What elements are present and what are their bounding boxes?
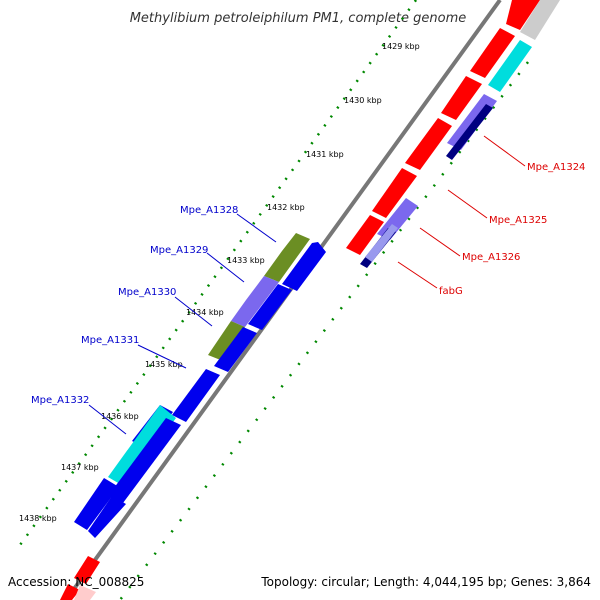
forward-strand-features — [74, 233, 326, 538]
scale-ticks: 1429 kbp 1430 kbp 1431 kbp 1432 kbp 1433… — [19, 42, 420, 523]
gene-label-mpe-a1326[interactable]: Mpe_A1326 — [462, 252, 520, 263]
cds-a-8[interactable] — [88, 496, 126, 538]
map-title: Methylibium petroleiphilum PM1, complete… — [130, 11, 467, 26]
scale-tick-label: 1429 kbp — [382, 42, 420, 51]
cds-r-2[interactable] — [470, 28, 515, 78]
gene-label-mpe-a1332[interactable]: Mpe_A1332 — [31, 395, 89, 406]
cds-a-1[interactable] — [282, 242, 326, 291]
gene-label-mpe-a1328[interactable]: Mpe_A1328 — [180, 205, 238, 216]
leader-line — [206, 252, 245, 283]
cds-r-1[interactable] — [506, 0, 540, 30]
left-gene-labels: Mpe_A1328 Mpe_A1329 Mpe_A1330 Mpe_A1331 … — [31, 205, 277, 435]
cds-grey-2[interactable] — [74, 585, 96, 600]
scale-tick-label: 1438 kbp — [19, 514, 57, 523]
cds-mpe-a1330[interactable] — [208, 321, 245, 361]
cds-navy-1[interactable] — [446, 104, 493, 160]
cds-mpe-a1332[interactable] — [108, 405, 176, 487]
accession-text: Accession: NC_008825 — [8, 575, 144, 589]
cds-r-6[interactable] — [346, 215, 384, 255]
leader-line — [174, 296, 213, 327]
leader-line — [483, 135, 526, 167]
gene-label-mpe-a1330[interactable]: Mpe_A1330 — [118, 287, 176, 298]
scale-tick-label: 1435 kbp — [145, 360, 183, 369]
reverse-strand-features — [60, 0, 560, 600]
cds-grey-1[interactable] — [520, 0, 560, 40]
scale-tick-label: 1433 kbp — [227, 256, 265, 265]
right-gene-labels: Mpe_A1324 Mpe_A1325 Mpe_A1326 fabG — [397, 135, 585, 297]
gc-track-outer — [18, 0, 418, 546]
cds-fabg-shadow — [365, 224, 398, 262]
genome-summary-text: Topology: circular; Length: 4,044,195 bp… — [260, 575, 591, 589]
scale-tick-label: 1437 kbp — [61, 463, 99, 472]
cds-r-5[interactable] — [372, 168, 417, 218]
cds-r-3[interactable] — [441, 76, 482, 120]
cds-cyan-1[interactable] — [488, 40, 532, 92]
cds-a-2[interactable] — [248, 284, 292, 330]
scale-tick-label: 1436 kbp — [101, 412, 139, 421]
cds-mpe-a1329[interactable] — [231, 276, 279, 327]
cds-a-4[interactable] — [172, 369, 220, 422]
cds-a-6[interactable] — [108, 418, 181, 503]
cds-a-3[interactable] — [214, 327, 257, 372]
cds-r-7[interactable] — [74, 556, 100, 584]
leader-line — [419, 227, 461, 257]
scale-tick-label: 1434 kbp — [186, 308, 224, 317]
gene-label-mpe-a1324[interactable]: Mpe_A1324 — [527, 162, 585, 173]
gene-label-fabg[interactable]: fabG — [439, 286, 463, 297]
scale-tick-label: 1431 kbp — [306, 150, 344, 159]
leader-line — [236, 213, 277, 243]
cds-a-7[interactable] — [74, 478, 119, 530]
cds-r-4[interactable] — [405, 118, 452, 170]
gene-label-mpe-a1329[interactable]: Mpe_A1329 — [150, 245, 208, 256]
leader-line — [447, 189, 488, 219]
gc-track-inner — [119, 61, 529, 600]
cds-r-8[interactable] — [60, 584, 80, 600]
gene-label-mpe-a1331[interactable]: Mpe_A1331 — [81, 335, 139, 346]
gene-label-mpe-a1325[interactable]: Mpe_A1325 — [489, 215, 547, 226]
leader-line — [137, 344, 187, 369]
scale-tick-label: 1432 kbp — [267, 203, 305, 212]
leader-line — [88, 404, 127, 435]
cds-mpe-a1328[interactable] — [264, 233, 310, 282]
leader-line — [397, 261, 438, 289]
scale-tick-label: 1430 kbp — [344, 96, 382, 105]
